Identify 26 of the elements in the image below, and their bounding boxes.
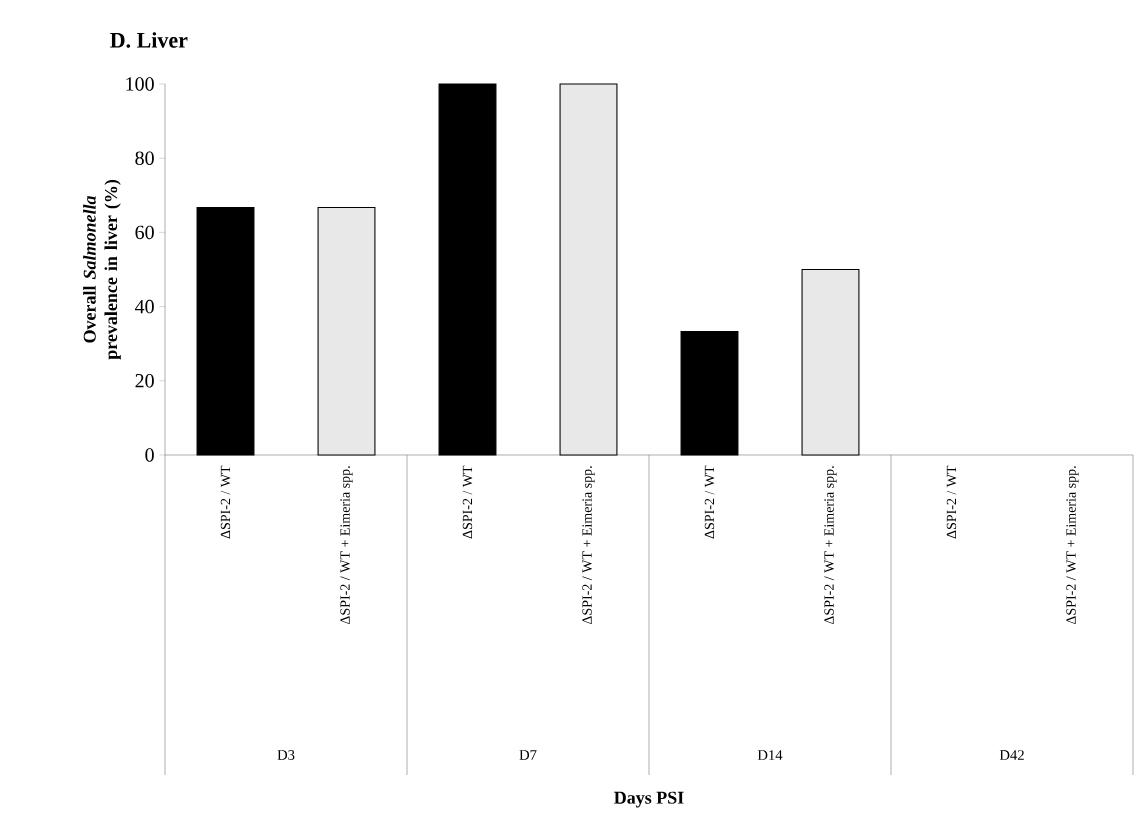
y-tick-label: 20: [135, 374, 154, 388]
bar: [680, 330, 739, 456]
x-tick-label: ΔSPI-2 / WT: [946, 465, 957, 539]
bar: [559, 83, 618, 456]
bar: [196, 207, 255, 456]
text: D42: [999, 750, 1024, 760]
y-tick-label: 80: [135, 151, 154, 165]
x-tick-label: ΔSPI-2 / WT + Eimeria spp.: [582, 466, 595, 625]
y-tick-label: 100: [126, 77, 154, 91]
x-tick-label: ΔSPI-2 / WT + Eimeria spp.: [340, 466, 353, 625]
text: D14: [757, 750, 783, 760]
bar: [438, 83, 497, 456]
bar: [801, 268, 860, 456]
text: D3: [277, 750, 295, 760]
text: Days PSI: [614, 791, 684, 808]
x-tick-label: ΔSPI-2 / WT: [220, 465, 231, 539]
y-tick-label: 0: [145, 448, 154, 462]
y-tick-label: 40: [135, 299, 154, 314]
text: D7: [519, 750, 537, 760]
x-tick-label: ΔSPI-2 / WT + Eimeria spp.: [1066, 466, 1079, 625]
x-tick-label: ΔSPI-2 / WT + Eimeria spp.: [824, 466, 837, 625]
bar: [317, 207, 376, 456]
chart-title: D. Liver: [110, 32, 188, 48]
x-tick-label: ΔSPI-2 / WT: [704, 465, 715, 539]
y-tick-label: 60: [135, 225, 154, 240]
x-tick-label: ΔSPI-2 / WT: [462, 465, 473, 539]
